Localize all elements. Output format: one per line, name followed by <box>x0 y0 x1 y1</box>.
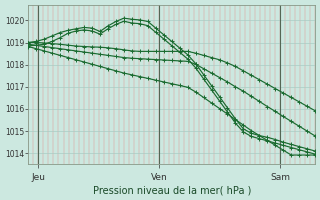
X-axis label: Pression niveau de la mer( hPa ): Pression niveau de la mer( hPa ) <box>92 185 251 195</box>
